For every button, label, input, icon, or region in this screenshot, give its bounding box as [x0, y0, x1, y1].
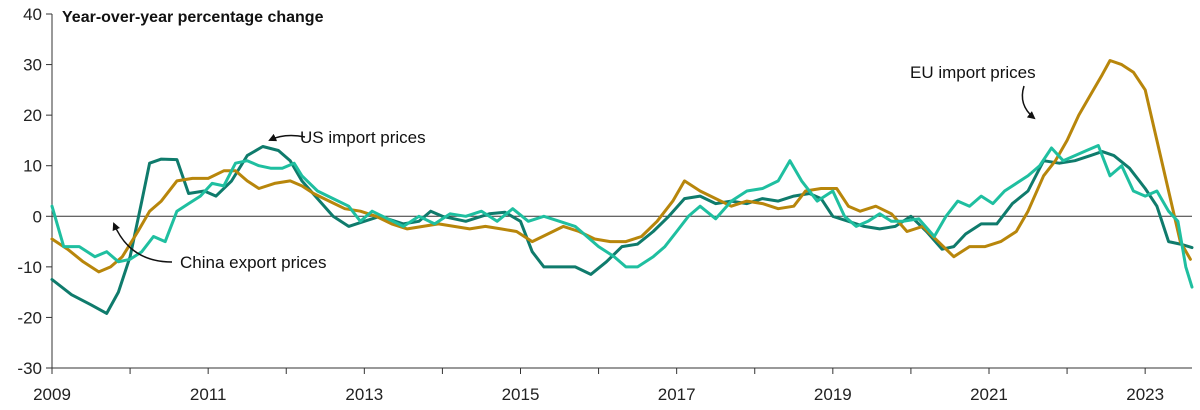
series-line-eu	[50, 59, 1192, 274]
x-tick-label: 2021	[970, 385, 1008, 404]
series-lines	[50, 59, 1194, 315]
x-tick-label: 2019	[814, 385, 852, 404]
x-tick-label: 2023	[1126, 385, 1164, 404]
x-tick-label: 2017	[658, 385, 696, 404]
y-tick-label: -30	[17, 359, 42, 378]
annotation-label-us: US import prices	[300, 128, 426, 147]
y-tick-label: -10	[17, 258, 42, 277]
y-tick-label: 30	[23, 56, 42, 75]
x-tick-label: 2009	[33, 385, 71, 404]
series-line-china	[50, 144, 1194, 289]
y-tick-label: 10	[23, 157, 42, 176]
y-tick-label: -20	[17, 308, 42, 327]
annotation-label-eu: EU import prices	[910, 63, 1036, 82]
y-tick-label: 20	[23, 106, 42, 125]
annotation-arrow-china	[112, 222, 173, 263]
annotation-arrow-eu	[1021, 85, 1036, 120]
annotation-label-china: China export prices	[180, 253, 326, 272]
series-line-us	[50, 145, 1194, 315]
chart-title: Year-over-year percentage change	[62, 9, 324, 26]
annotations: US import prices EU import prices China ex…	[112, 63, 1036, 272]
y-tick-label: 0	[33, 207, 42, 226]
x-tick-label: 2013	[345, 385, 383, 404]
x-tick-label: 2011	[190, 385, 227, 404]
y-tick-label: 40	[23, 5, 42, 24]
x-tick-label: 2015	[502, 385, 540, 404]
annotation-arrow-us	[268, 133, 306, 142]
